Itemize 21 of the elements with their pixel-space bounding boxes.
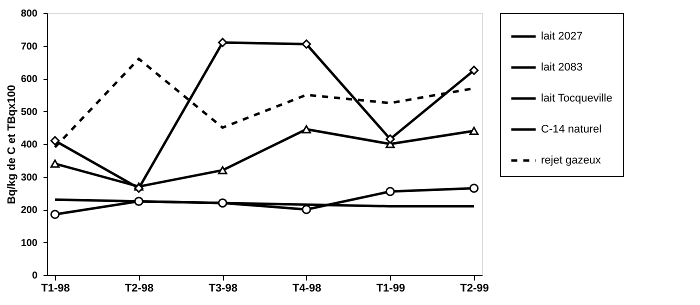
y-tick-label: 100 xyxy=(20,238,38,249)
y-tick-label: 700 xyxy=(20,41,38,52)
x-tick-label: T1-99 xyxy=(376,282,406,294)
legend-label: lait Tocqueville xyxy=(541,92,612,104)
x-tick-label: T4-98 xyxy=(292,282,322,294)
x-tick-label: T3-98 xyxy=(208,282,238,294)
y-tick-label: 800 xyxy=(20,8,38,20)
legend-label: lait 2027 xyxy=(541,30,583,42)
x-tick-label: T2-99 xyxy=(460,282,489,294)
legend-label: C-14 naturel xyxy=(541,124,602,136)
legend-label: rejet gazeux xyxy=(541,154,602,166)
legend-label: lait 2083 xyxy=(541,62,583,74)
y-axis-title: Bq/kg de C et TBqx100 xyxy=(6,84,18,204)
y-tick-label: 500 xyxy=(20,106,38,118)
y-tick-label: 400 xyxy=(20,140,38,150)
y-tick-label: 300 xyxy=(20,172,38,184)
y-tick-label: 200 xyxy=(20,205,38,216)
x-tick-label: T2-98 xyxy=(124,282,154,294)
y-tick-label: 600 xyxy=(20,74,38,85)
x-tick-label: T1-98 xyxy=(41,282,70,294)
y-tick-label: 0 xyxy=(32,270,38,282)
